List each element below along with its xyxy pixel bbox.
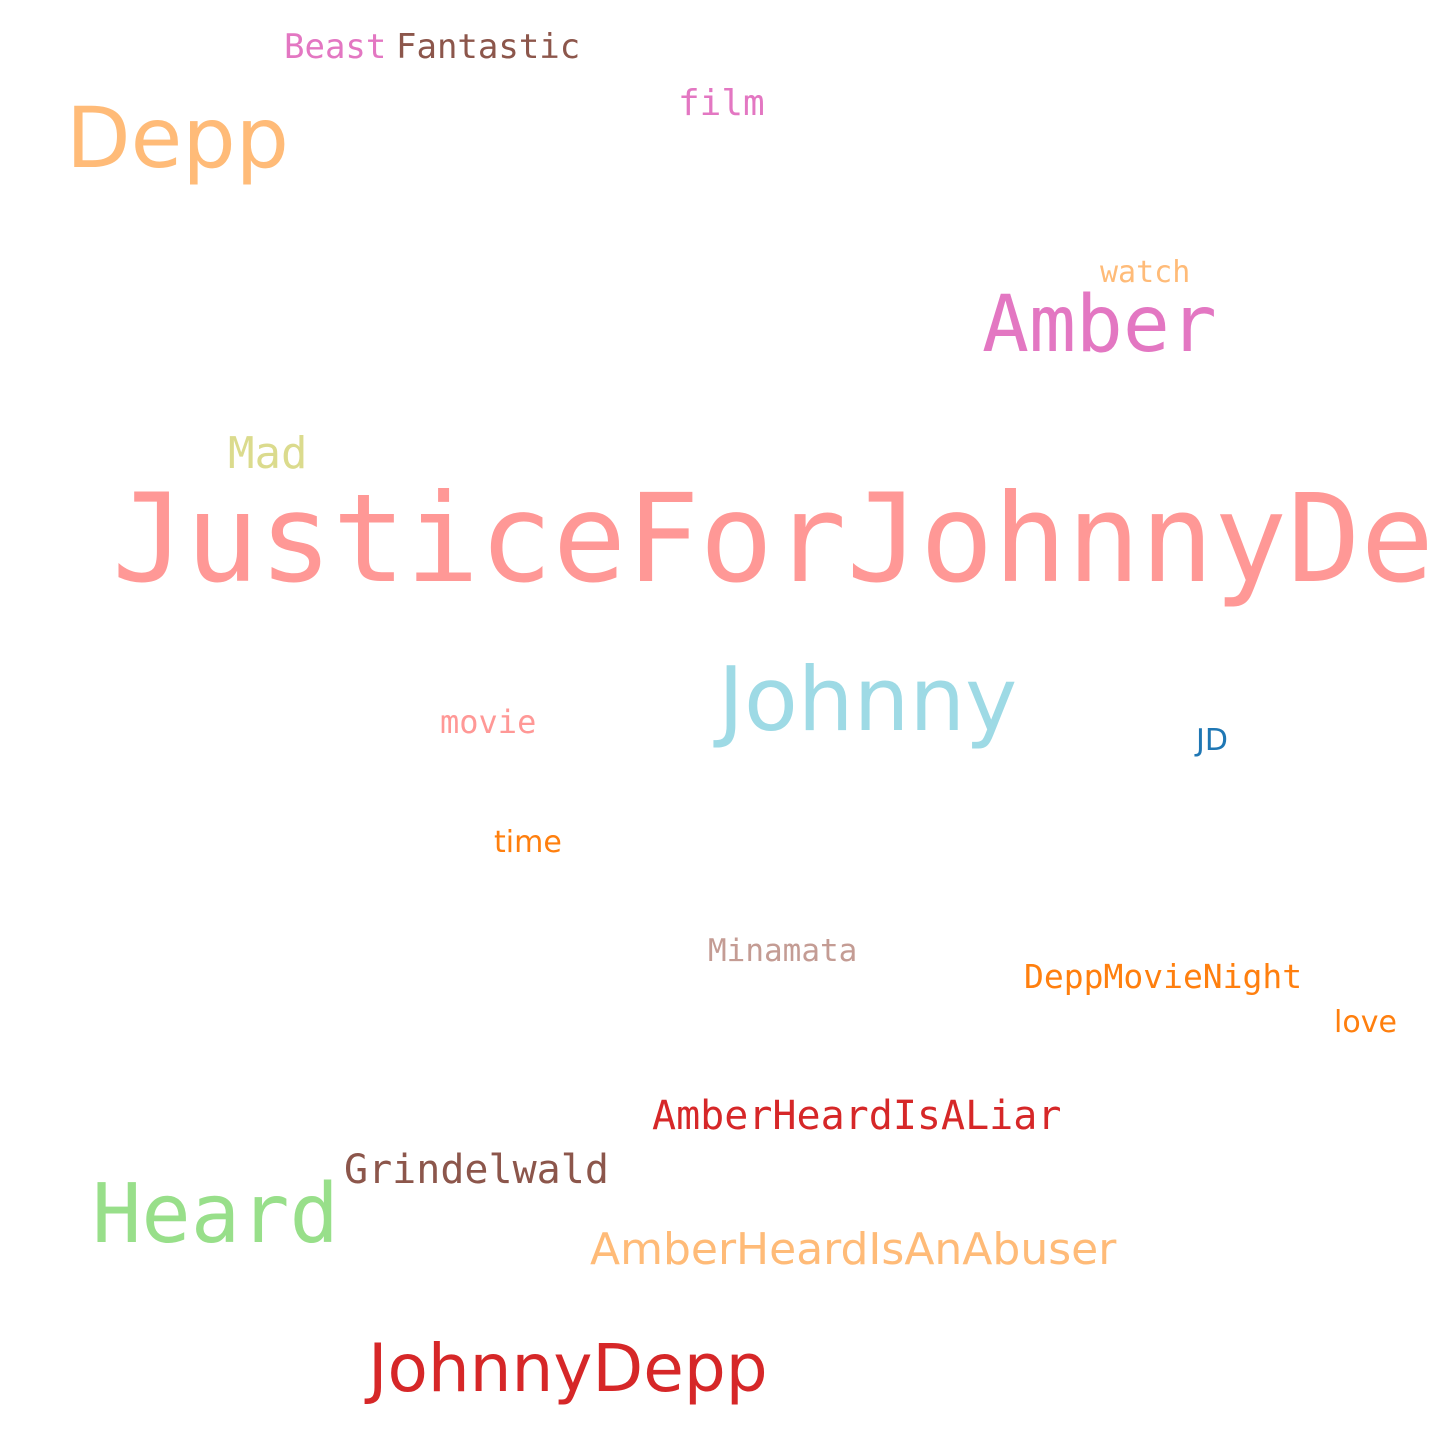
word-fantastic: Fantastic: [396, 27, 581, 67]
word-justicefor-johnnydepp: JusticeForJohnnyDepp: [112, 468, 1440, 610]
word-beast: Beast: [284, 27, 387, 67]
word-movie: movie: [440, 703, 537, 741]
word-love: love: [1334, 1005, 1397, 1040]
word-heard: Heard: [92, 1167, 339, 1262]
word-film: film: [678, 83, 765, 124]
word-amberheardisaliar: AmberHeardIsALiar: [652, 1093, 1062, 1139]
word-amberheardisanabuser: AmberHeardIsAnAbuser: [590, 1224, 1117, 1275]
word-watch: watch: [1100, 255, 1191, 290]
word-time: time: [494, 825, 562, 860]
word-amber: Amber: [982, 280, 1217, 370]
word-deppmovienight: DeppMovieNight: [1024, 957, 1303, 996]
word-grindelwald: Grindelwald: [344, 1147, 609, 1193]
word-jd: JD: [1196, 723, 1228, 758]
word-johnny: Johnny: [718, 648, 1018, 751]
word-mad: Mad: [228, 428, 308, 479]
word-depp: Depp: [66, 89, 290, 187]
word-johnnydepp: JohnnyDepp: [368, 1330, 768, 1407]
word-minamata: Minamata: [708, 933, 858, 969]
